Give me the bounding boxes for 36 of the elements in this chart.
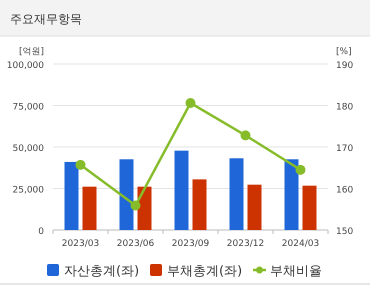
- bar: [120, 159, 134, 230]
- y2-tick-label: 150: [336, 227, 354, 237]
- point: [130, 200, 140, 211]
- chart-title: 주요재무항목: [10, 12, 82, 26]
- y-tick-label: 75,000: [12, 102, 44, 112]
- point: [76, 160, 86, 170]
- point: [240, 130, 250, 140]
- bar: [64, 162, 78, 230]
- y-tick-label: 25,000: [12, 186, 44, 196]
- y2-tick-label: 170: [336, 144, 354, 154]
- legend-label: 부채비율: [270, 264, 322, 279]
- bar: [230, 158, 244, 230]
- bar: [302, 186, 316, 230]
- bar: [284, 159, 298, 230]
- legend-label: 부채총계(좌): [167, 264, 242, 279]
- y-axis-title: [억원]: [18, 47, 44, 57]
- x-tick-label: 2023/09: [172, 239, 210, 249]
- x-tick-label: 2023/06: [116, 239, 154, 249]
- y-tick-label: 100,000: [6, 61, 44, 71]
- point: [186, 98, 196, 108]
- bar: [248, 184, 262, 230]
- y2-tick-label: 190: [336, 61, 354, 71]
- bar: [82, 186, 96, 230]
- y-tick-label: 0: [38, 227, 44, 237]
- x-tick-label: 2023/12: [226, 239, 264, 249]
- y-tick-label: 50,000: [12, 144, 44, 154]
- y2-tick-label: 160: [336, 186, 354, 196]
- x-tick-label: 2023/03: [62, 239, 100, 249]
- x-tick-label: 2024/03: [282, 239, 320, 249]
- bar: [174, 150, 188, 230]
- bar: [192, 179, 206, 230]
- y2-tick-label: 180: [336, 102, 354, 112]
- y2-axis-title: [%]: [336, 47, 352, 57]
- point: [296, 164, 306, 175]
- legend-label: 자산총계(좌): [64, 264, 140, 279]
- bar: [138, 186, 152, 230]
